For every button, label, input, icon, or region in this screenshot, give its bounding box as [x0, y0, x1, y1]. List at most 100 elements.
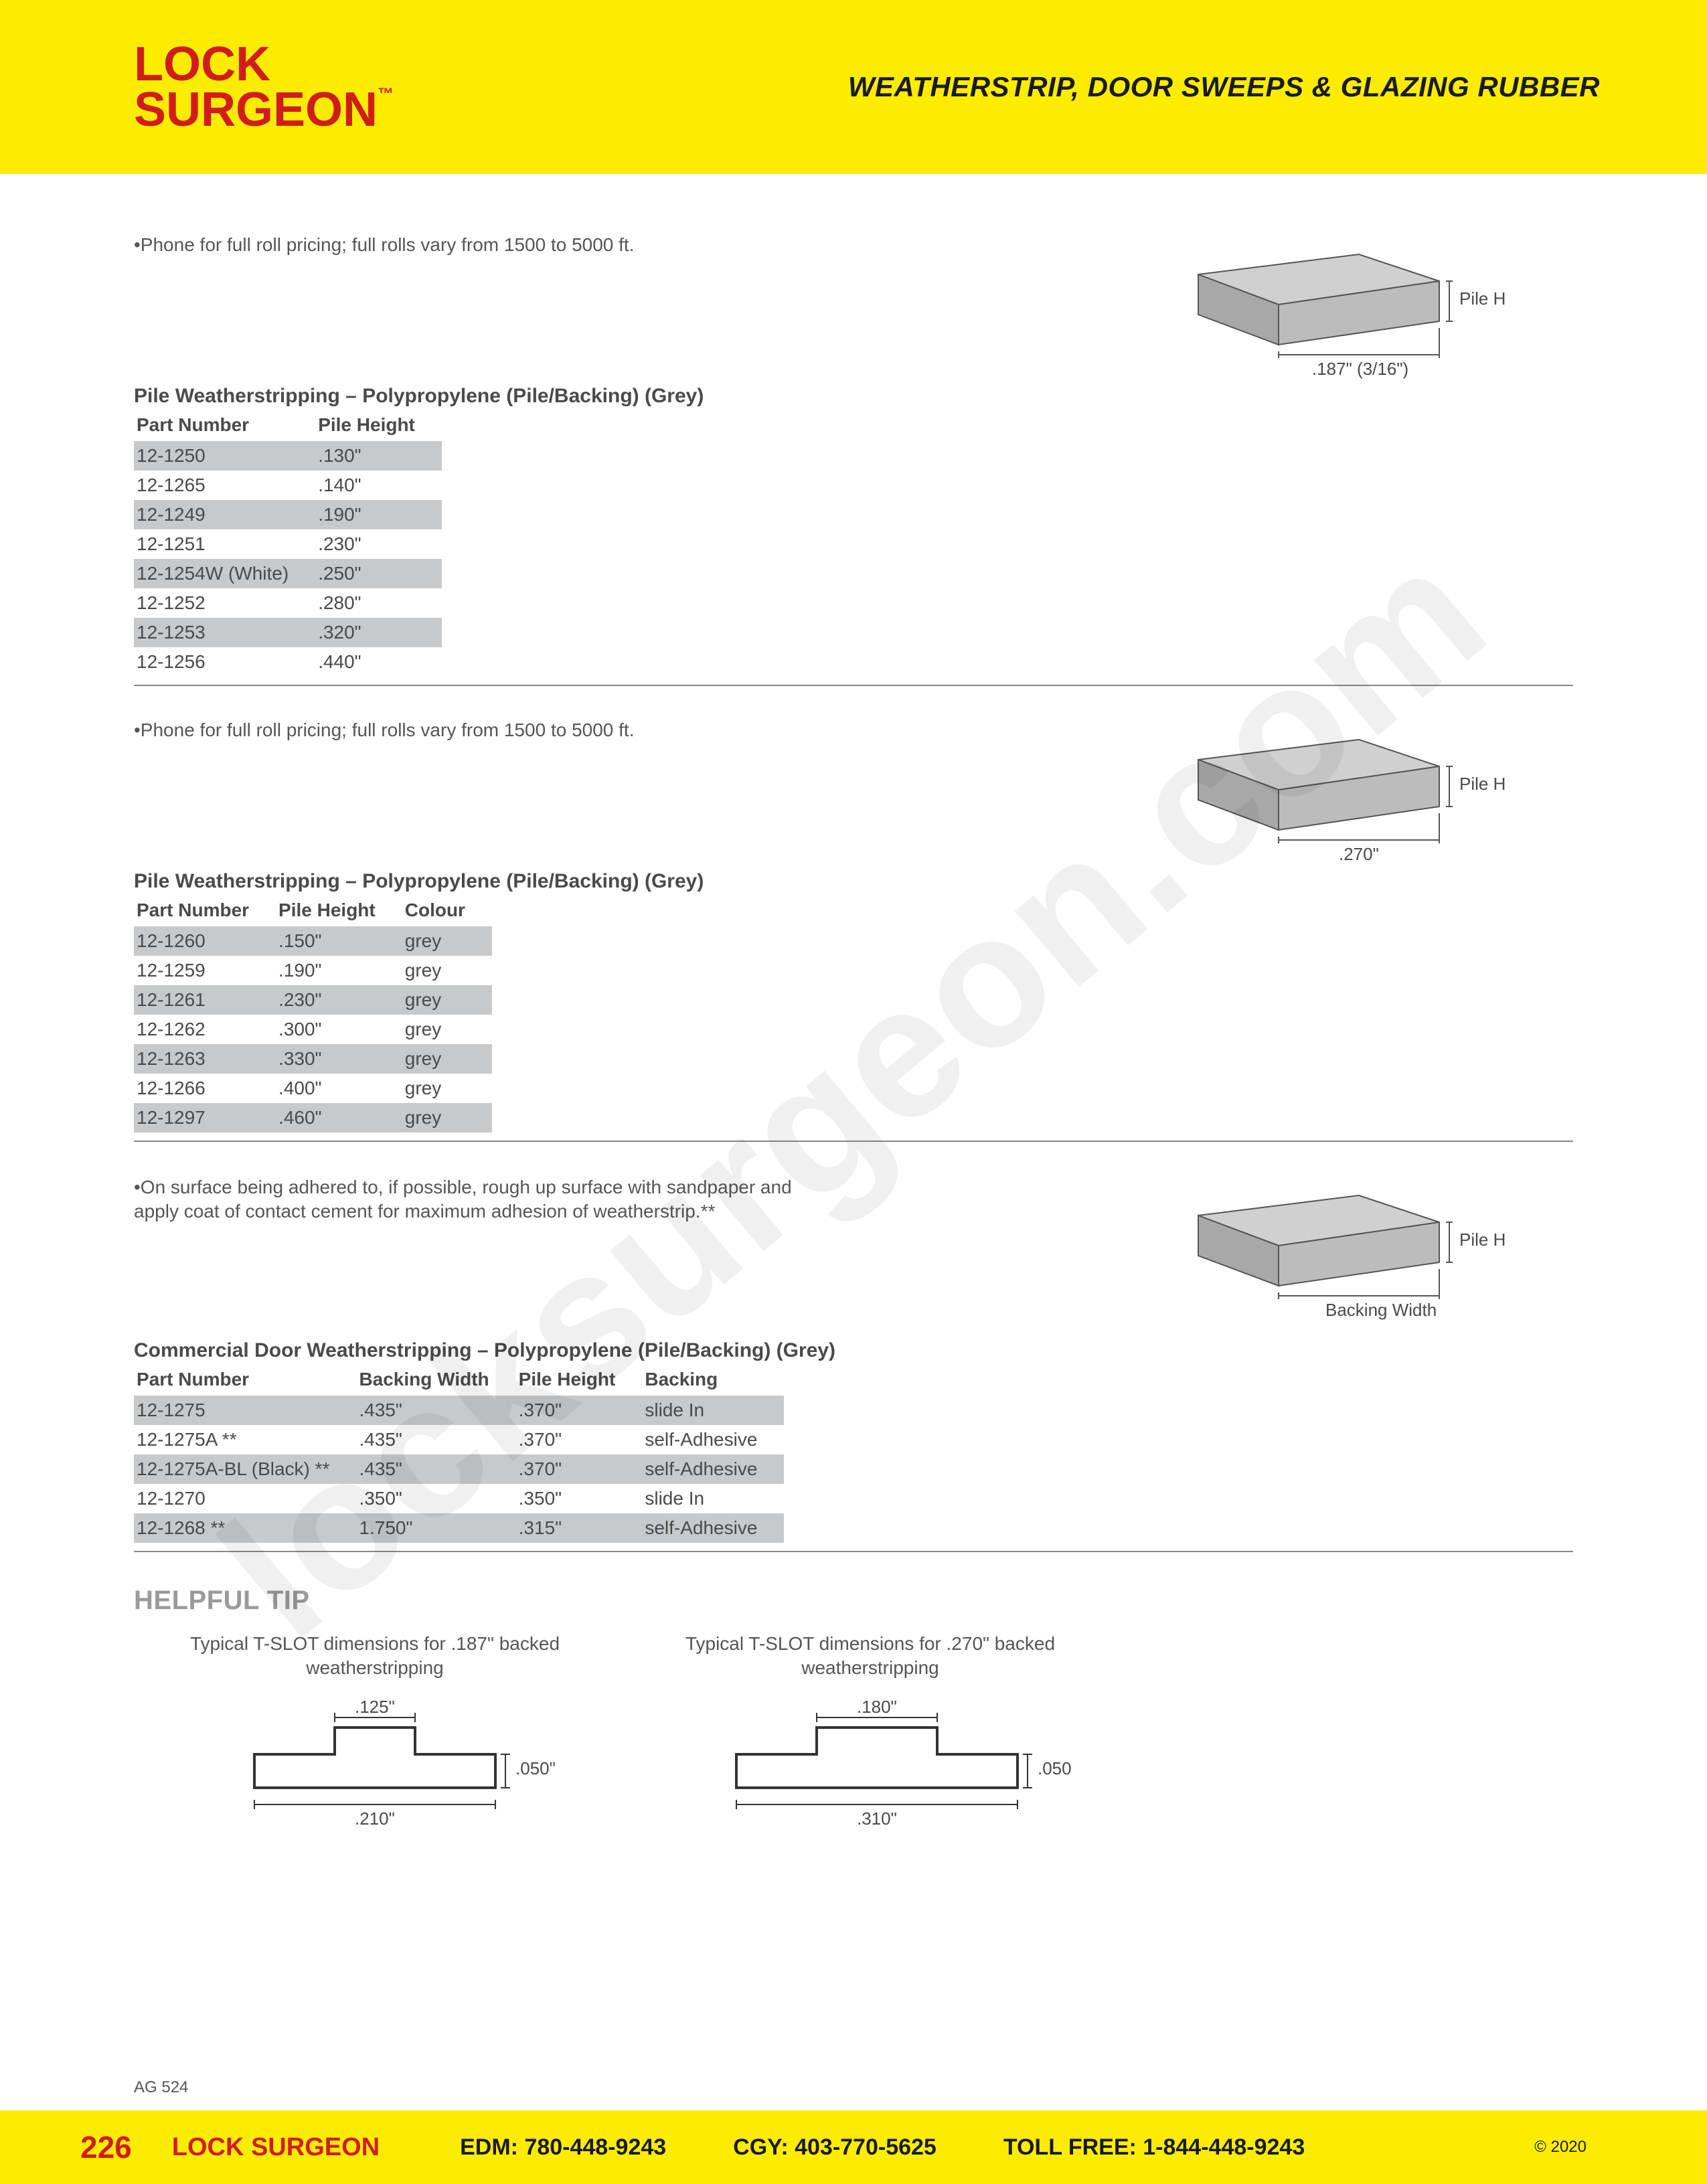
table3-col2: Pile Height [516, 1366, 643, 1396]
cell: .370" [516, 1425, 643, 1454]
cell: 12-1270 [134, 1484, 356, 1513]
pile-diagram-1-icon: Pile Height .187" (3/16") [1158, 241, 1506, 382]
table-row: 12-1275A **.435".370"self-Adhesive [134, 1425, 784, 1454]
tslot-1: Typical T-SLOT dimensions for .187" back… [174, 1632, 576, 1851]
table-row: 12-1263.330"grey [134, 1044, 492, 1074]
table3-col3: Backing [642, 1366, 784, 1396]
diagram-3: Pile Height Backing Width [1158, 1175, 1506, 1339]
cell: 12-1250 [134, 441, 315, 471]
divider [134, 685, 1573, 686]
divider [134, 1141, 1573, 1142]
page-title: WEATHERSTRIP, DOOR SWEEPS & GLAZING RUBB… [848, 71, 1600, 103]
cell: 12-1259 [134, 956, 276, 985]
cell: grey [402, 1074, 492, 1103]
cell: self-Adhesive [642, 1425, 784, 1454]
diagram3-backing-label: Backing Width [1325, 1300, 1437, 1320]
cell: .130" [315, 441, 442, 471]
tslot-row: Typical T-SLOT dimensions for .187" back… [174, 1632, 1573, 1851]
table-row: 12-1261.230"grey [134, 985, 492, 1015]
cell: grey [402, 1015, 492, 1044]
table-row: 12-1253.320" [134, 618, 442, 647]
table-row: 12-1259.190"grey [134, 956, 492, 985]
cell: self-Adhesive [642, 1513, 784, 1543]
table-row: 12-1265.140" [134, 471, 442, 500]
cell: 12-1249 [134, 500, 315, 529]
cell: grey [402, 926, 492, 956]
diagram2-base-dim: .270" [1339, 844, 1379, 864]
pile-diagram-2-icon: Pile Height .270" [1158, 726, 1506, 867]
table2-col0: Part Number [134, 897, 276, 926]
diagram2-pile-label: Pile Height [1459, 774, 1506, 794]
cell: 12-1275A-BL (Black) ** [134, 1454, 356, 1484]
cell: .315" [516, 1513, 643, 1543]
table2-col2: Colour [402, 897, 492, 926]
cell: .435" [356, 1396, 515, 1425]
cell: 12-1252 [134, 588, 315, 618]
table-row: 12-1256.440" [134, 647, 442, 677]
cell: .460" [276, 1103, 402, 1132]
table2-title: Pile Weatherstripping – Polypropylene (P… [134, 870, 1573, 893]
note-full-roll-1: •Phone for full roll pricing; full rolls… [134, 234, 634, 256]
page-number: 226 [80, 2129, 132, 2165]
cell: 12-1275A ** [134, 1425, 356, 1454]
cell: .435" [356, 1425, 515, 1454]
table2: Part Number Pile Height Colour 12-1260.1… [134, 897, 492, 1132]
ag-code: AG 524 [134, 2078, 188, 2097]
cell: 12-1265 [134, 471, 315, 500]
cell: .350" [356, 1484, 515, 1513]
cell: 12-1263 [134, 1044, 276, 1074]
table1-col1: Pile Height [315, 412, 442, 441]
table2-col1: Pile Height [276, 897, 402, 926]
brand-line2: SURGEON [134, 83, 378, 137]
table-row: 12-1268 **1.750".315"self-Adhesive [134, 1513, 784, 1543]
cell: .190" [276, 956, 402, 985]
tslot1-width: .210" [355, 1809, 395, 1829]
cell: grey [402, 985, 492, 1015]
section-2: •Phone for full roll pricing; full rolls… [134, 720, 1573, 1142]
table-row: 12-1275A-BL (Black) **.435".370"self-Adh… [134, 1454, 784, 1484]
cell: .320" [315, 618, 442, 647]
table3-col0: Part Number [134, 1366, 356, 1396]
cell: 12-1261 [134, 985, 276, 1015]
cell: .370" [516, 1454, 643, 1484]
footer-toll: TOLL FREE: 1-844-448-9243 [1003, 2134, 1305, 2161]
tslot-1-icon: .125" .050" .210" [174, 1701, 576, 1848]
footer-edm: EDM: 780-448-9243 [460, 2134, 666, 2161]
cell: slide In [642, 1484, 784, 1513]
diagram1-pile-label: Pile Height [1459, 288, 1506, 309]
table-row: 12-1250.130" [134, 441, 442, 471]
table-row: 12-1262.300"grey [134, 1015, 492, 1044]
section-1: •Phone for full roll pricing; full rolls… [134, 234, 1573, 686]
tslot1-caption: Typical T-SLOT dimensions for .187" back… [174, 1632, 576, 1681]
tip-heading: HELPFUL TIP [134, 1586, 1573, 1616]
brand-tm: ™ [378, 85, 394, 103]
cell: .140" [315, 471, 442, 500]
table-row: 12-1297.460"grey [134, 1103, 492, 1132]
tslot1-gap: .125" [355, 1701, 395, 1717]
diagram3-pile-label: Pile Height [1459, 1230, 1506, 1250]
cell: 12-1254W (White) [134, 559, 315, 588]
diagram-2: Pile Height .270" [1158, 720, 1506, 870]
table3-col1: Backing Width [356, 1366, 515, 1396]
cell: .435" [356, 1454, 515, 1484]
cell: .370" [516, 1396, 643, 1425]
tslot2-gap: .180" [857, 1701, 897, 1717]
section-3: •On surface being adhered to, if possibl… [134, 1175, 1573, 1552]
pile-diagram-3-icon: Pile Height Backing Width [1158, 1182, 1506, 1336]
cell: 12-1262 [134, 1015, 276, 1044]
table-row: 12-1254W (White).250" [134, 559, 442, 588]
diagram-1: Pile Height .187" (3/16") [1158, 234, 1506, 385]
note-adhesion: •On surface being adhered to, if possibl… [134, 1175, 803, 1224]
cell: .280" [315, 588, 442, 618]
cell: .400" [276, 1074, 402, 1103]
table3-title: Commercial Door Weatherstripping – Polyp… [134, 1339, 1573, 1362]
tslot-2-icon: .180" .050" .310" [669, 1701, 1071, 1848]
footer-cgy: CGY: 403-770-5625 [733, 2134, 937, 2161]
brand-line2-wrap: SURGEON™ [134, 87, 394, 133]
note-full-roll-2: •Phone for full roll pricing; full rolls… [134, 720, 634, 741]
cell: 12-1256 [134, 647, 315, 677]
table-row: 12-1266.400"grey [134, 1074, 492, 1103]
table-row: 12-1251.230" [134, 529, 442, 559]
cell: 12-1268 ** [134, 1513, 356, 1543]
content-area: •Phone for full roll pricing; full rolls… [0, 174, 1707, 1851]
